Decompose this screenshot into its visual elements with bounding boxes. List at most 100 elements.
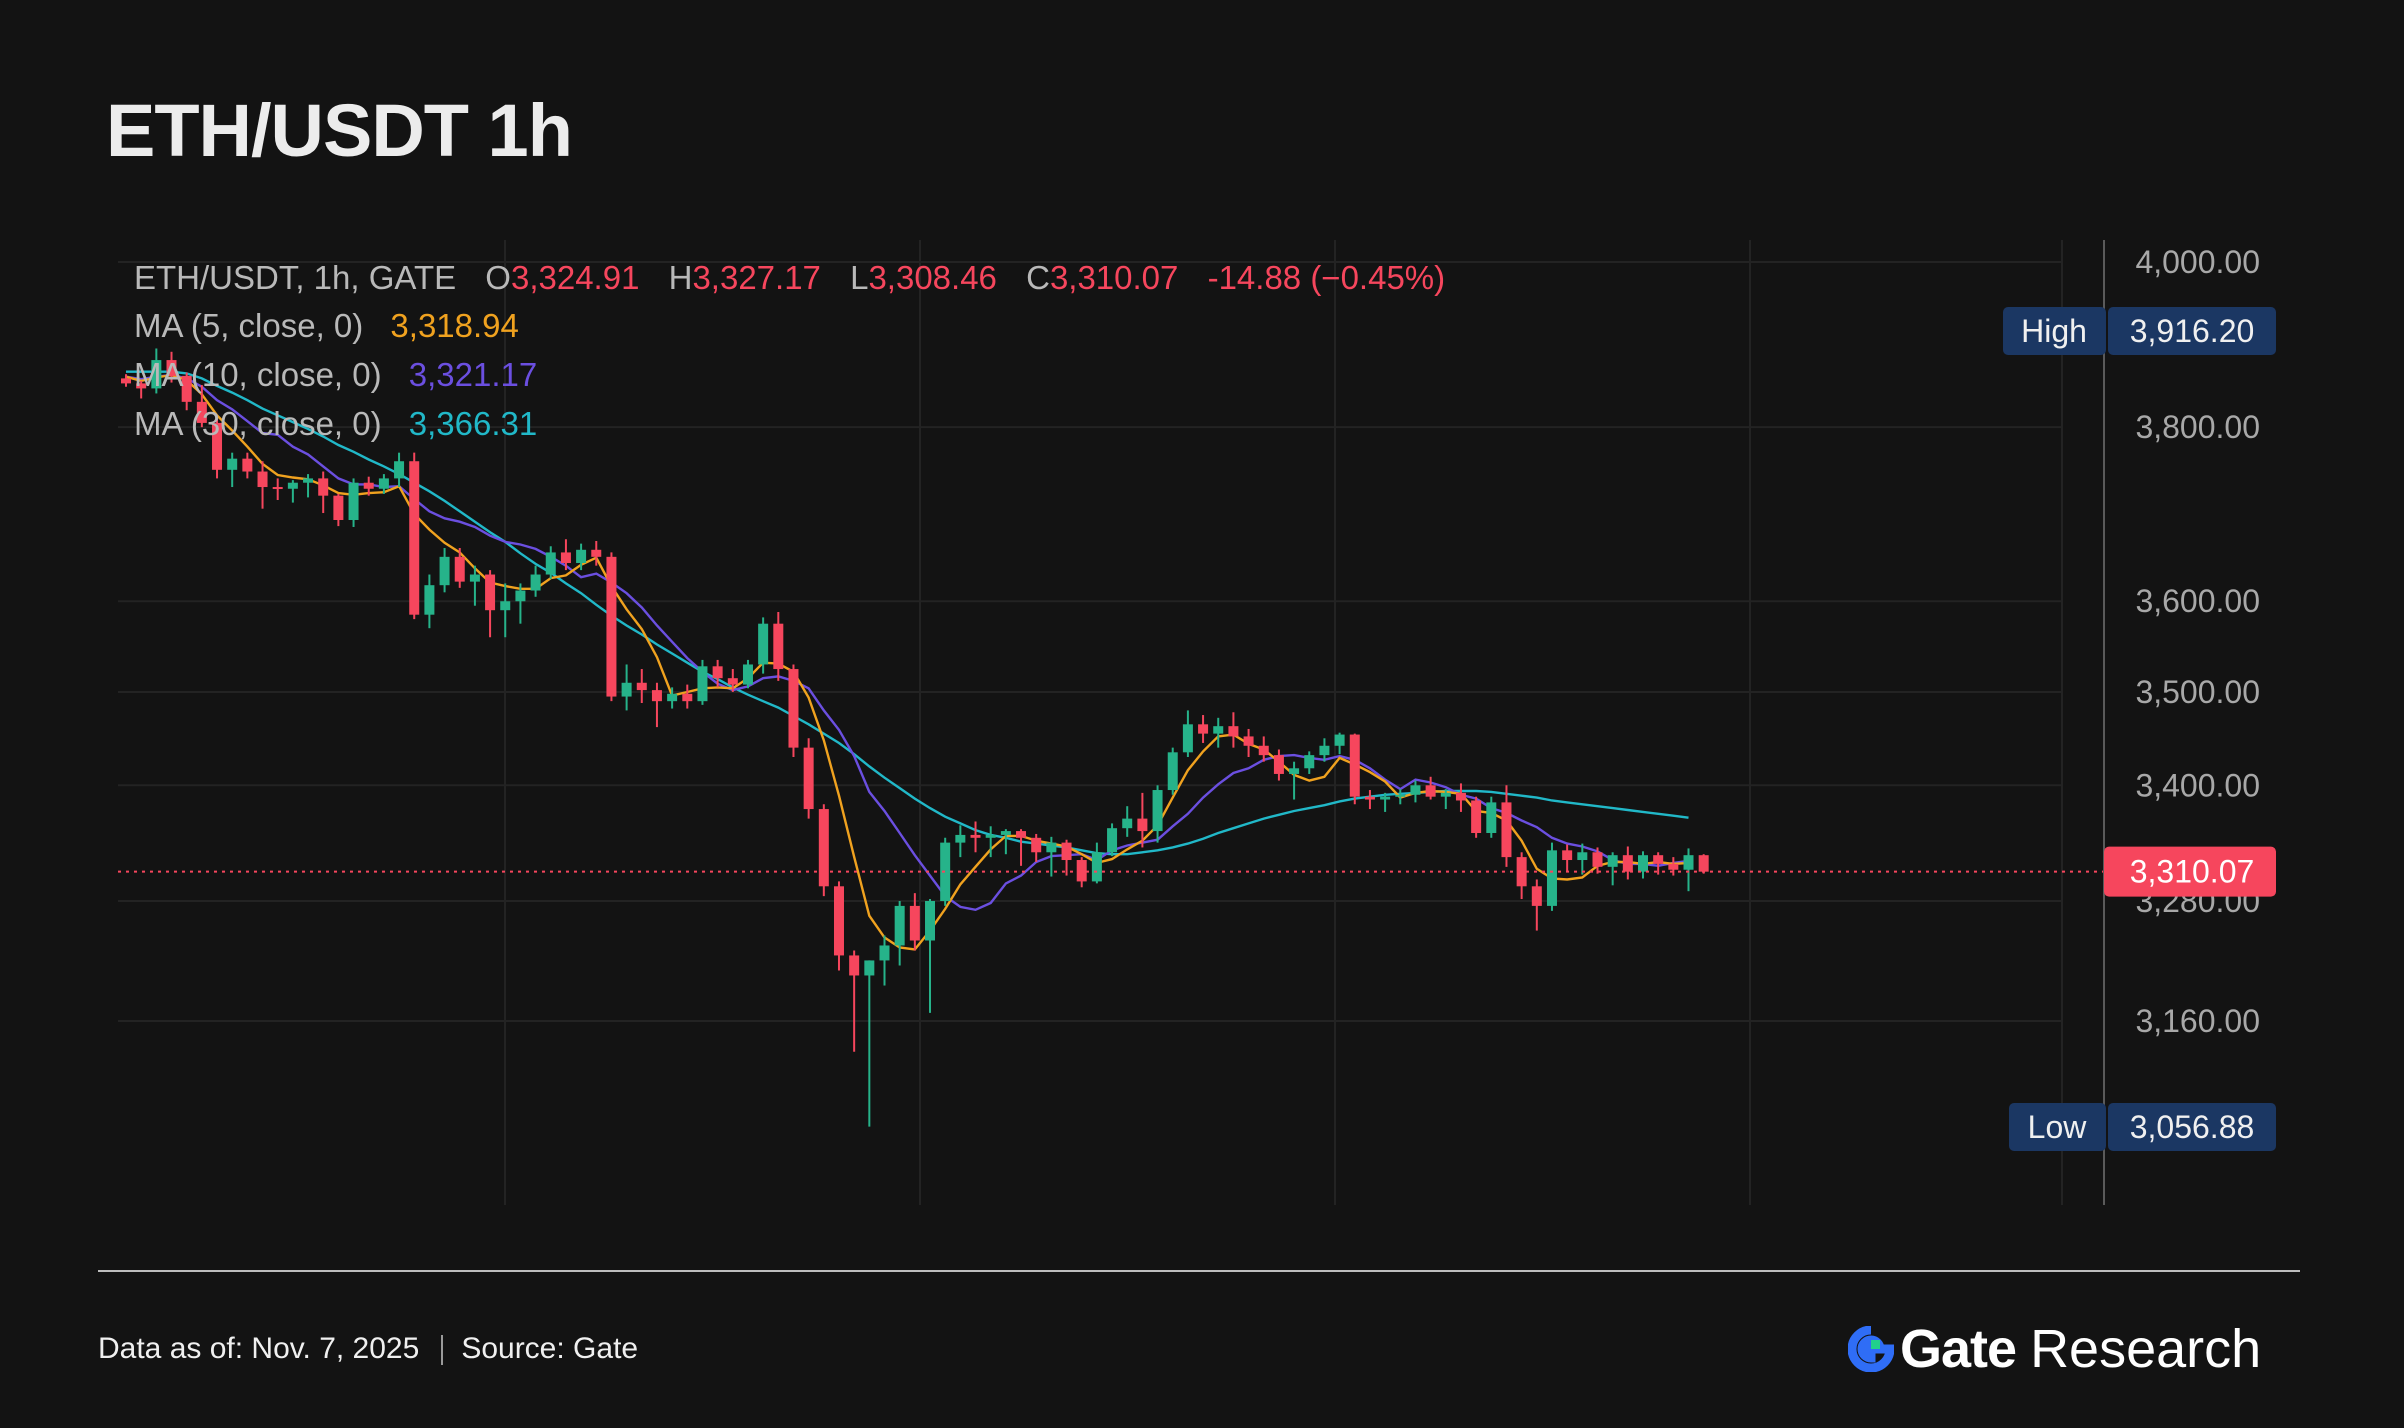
svg-text:ETH/USDT, 1h, GATE O3,32: ETH/USDT, 1h, GATE O3,324.91 H3,327.17 L… bbox=[134, 259, 1445, 296]
source-label: Source: bbox=[461, 1332, 565, 1365]
footer-separator bbox=[441, 1335, 444, 1366]
legend-open-label: O bbox=[485, 259, 511, 296]
candle-23 bbox=[469, 565, 480, 606]
candle-9 bbox=[257, 461, 268, 509]
candle-87 bbox=[1440, 789, 1451, 810]
candle-68 bbox=[1152, 785, 1163, 843]
candle-55 bbox=[955, 825, 966, 858]
high-badge-value: 3,916.20 bbox=[2130, 313, 2255, 349]
legend-open-value: 3,324.91 bbox=[511, 259, 639, 296]
candle-7 bbox=[227, 452, 238, 488]
candle-72 bbox=[1213, 717, 1224, 748]
candle-4 bbox=[181, 372, 192, 411]
candle-101 bbox=[1653, 852, 1664, 875]
candle-65 bbox=[1107, 823, 1118, 857]
svg-text:MA (30, close, 0) 3,366.: MA (30, close, 0) 3,366.31 bbox=[134, 405, 537, 442]
brand-name: Gate bbox=[1900, 1319, 2017, 1379]
candle-67 bbox=[1137, 792, 1148, 848]
legend-high-value: 3,327.17 bbox=[692, 259, 820, 296]
candle-32 bbox=[606, 552, 617, 702]
candle-73 bbox=[1228, 712, 1239, 748]
candle-104 bbox=[1698, 854, 1709, 874]
candle-16 bbox=[363, 476, 374, 496]
candle-54 bbox=[940, 837, 951, 906]
candle-57 bbox=[985, 826, 996, 858]
candle-49 bbox=[864, 960, 875, 1127]
candle-102 bbox=[1668, 857, 1679, 876]
legend-close-value: 3,310.07 bbox=[1050, 259, 1178, 296]
ma5-line-group bbox=[125, 373, 1689, 951]
legend-change: -14.88 (−0.45%) bbox=[1208, 259, 1446, 296]
candle-14 bbox=[333, 493, 344, 527]
candle-0 bbox=[121, 374, 131, 387]
candle-78 bbox=[1304, 751, 1315, 774]
legend-symbol: ETH/USDT, 1h, GATE bbox=[134, 259, 456, 296]
candle-44 bbox=[788, 664, 799, 758]
candle-37 bbox=[682, 684, 693, 709]
candle-2 bbox=[151, 348, 162, 394]
candle-41 bbox=[742, 659, 753, 689]
chart-legend: ETH/USDT, 1h, GATE O3,324.91 H3,327.17 L… bbox=[134, 259, 1445, 442]
candle-51 bbox=[894, 900, 905, 966]
y-tick-label-3: 3,500.00 bbox=[2135, 674, 2260, 710]
candle-100 bbox=[1638, 851, 1648, 879]
candle-40 bbox=[727, 669, 738, 692]
candle-80 bbox=[1334, 732, 1345, 755]
candle-90 bbox=[1486, 796, 1497, 838]
candle-56 bbox=[970, 821, 981, 853]
candle-50 bbox=[879, 935, 890, 986]
candle-6 bbox=[212, 418, 223, 479]
candle-24 bbox=[485, 570, 496, 638]
candle-1 bbox=[136, 380, 147, 399]
candle-82 bbox=[1364, 790, 1375, 810]
candle-93 bbox=[1531, 879, 1542, 931]
candle-15 bbox=[348, 478, 359, 527]
ma30-line bbox=[126, 370, 1689, 856]
legend-ma30-value: 3,366.31 bbox=[409, 405, 537, 442]
candle-18 bbox=[394, 452, 405, 488]
chart-grid bbox=[118, 240, 2063, 1205]
low-badge: Low 3,056.88 bbox=[2009, 1103, 2276, 1151]
brand-sub: Research bbox=[2030, 1319, 2262, 1379]
candle-70 bbox=[1182, 710, 1193, 758]
candle-76 bbox=[1273, 749, 1284, 781]
y-tick-label-2: 3,600.00 bbox=[2135, 583, 2260, 619]
candle-79 bbox=[1319, 738, 1330, 762]
candle-5 bbox=[196, 385, 207, 428]
candle-20 bbox=[424, 574, 435, 629]
candle-62 bbox=[1061, 839, 1072, 876]
candle-47 bbox=[833, 881, 844, 971]
candlestick-chart[interactable]: 4,000.00 3,800.00 3,600.00 3,500.00 3,400.00… bbox=[0, 0, 2404, 1300]
candle-103 bbox=[1683, 848, 1694, 892]
candle-31 bbox=[591, 540, 602, 566]
legend-high-label: H bbox=[669, 259, 693, 296]
price-axis-labels: 4,000.00 3,800.00 3,600.00 3,500.00 3,400.00… bbox=[2135, 244, 2260, 1039]
legend-ma10-value: 3,321.17 bbox=[409, 356, 537, 393]
svg-text:MA (5, close, 0) 3,318.9: MA (5, close, 0) 3,318.94 bbox=[134, 307, 519, 344]
candle-12 bbox=[303, 474, 314, 498]
source-value: Gate bbox=[573, 1332, 639, 1365]
candle-58 bbox=[1000, 829, 1011, 855]
legend-ma5-value: 3,318.94 bbox=[390, 307, 518, 344]
candle-88 bbox=[1455, 783, 1466, 812]
candle-27 bbox=[530, 565, 541, 597]
legend-ma30-label: MA (30, close, 0) bbox=[134, 405, 382, 442]
candle-91 bbox=[1501, 785, 1512, 867]
chart-title: ETH/USDT 1h bbox=[106, 89, 573, 172]
candle-30 bbox=[576, 543, 587, 571]
legend-low-label: L bbox=[850, 259, 868, 296]
candle-74 bbox=[1243, 728, 1254, 758]
candle-94 bbox=[1546, 842, 1557, 911]
candle-10 bbox=[272, 478, 283, 501]
candle-95 bbox=[1562, 844, 1573, 872]
candle-63 bbox=[1076, 857, 1087, 888]
candle-48 bbox=[849, 950, 860, 1052]
candle-92 bbox=[1516, 852, 1527, 900]
candle-59 bbox=[1016, 829, 1027, 866]
candle-66 bbox=[1122, 806, 1133, 837]
low-badge-value: 3,056.88 bbox=[2130, 1109, 2255, 1145]
candle-35 bbox=[651, 682, 662, 728]
legend-ma5-label: MA (5, close, 0) bbox=[134, 307, 363, 344]
last-price-value: 3,310.07 bbox=[2130, 854, 2255, 890]
candle-29 bbox=[560, 539, 571, 571]
